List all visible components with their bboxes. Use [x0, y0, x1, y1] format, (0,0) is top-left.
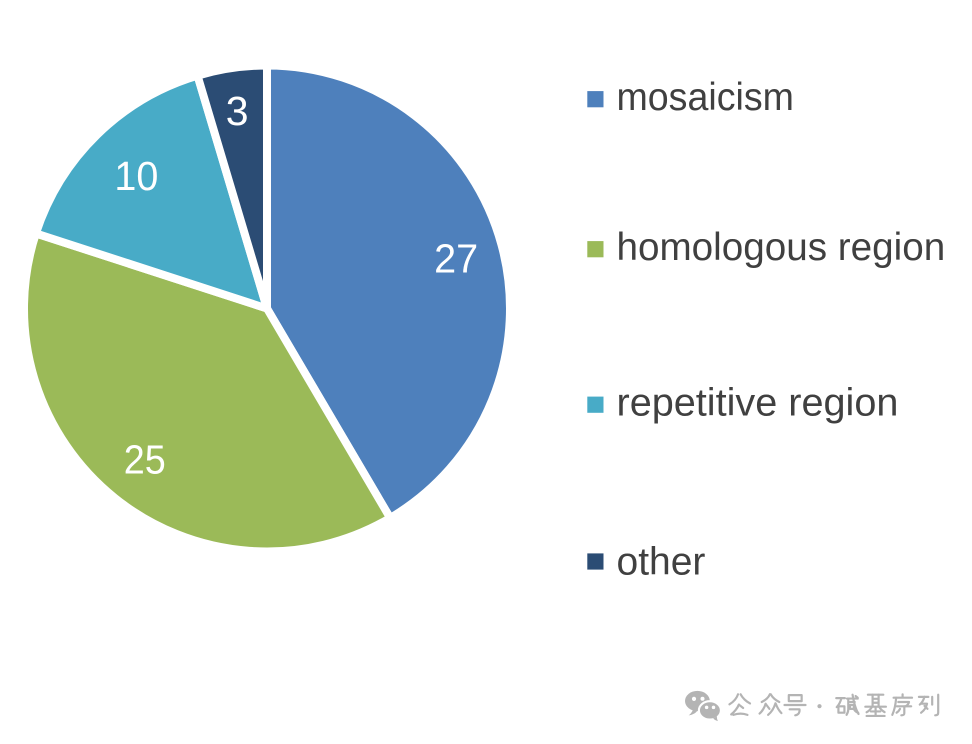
svg-text:3: 3 [226, 88, 249, 134]
svg-text:10: 10 [114, 153, 158, 199]
svg-text:25: 25 [124, 437, 166, 483]
svg-text:mosaicism: mosaicism [617, 76, 794, 119]
svg-text:27: 27 [434, 236, 478, 282]
svg-text:repetitive region: repetitive region [617, 382, 899, 425]
svg-text:other: other [617, 541, 706, 584]
svg-text:homologous region: homologous region [617, 226, 946, 269]
